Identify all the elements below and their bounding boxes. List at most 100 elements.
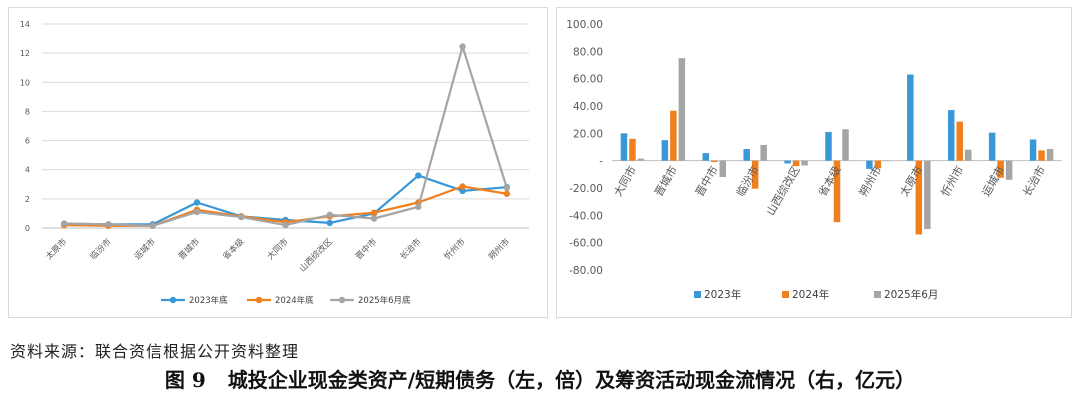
bar: [620, 133, 628, 161]
data-point: [370, 215, 378, 222]
x-tick-label: 长治市: [398, 236, 424, 262]
bar: [924, 160, 931, 229]
y-tick-label: -80.00: [569, 265, 603, 277]
x-tick-label: 太原市: [43, 236, 69, 262]
data-point: [459, 43, 466, 50]
x-tick-label: 长治市: [1020, 163, 1049, 199]
legend-label: 2023年底: [189, 295, 228, 306]
data-point: [459, 187, 466, 195]
data-point: [282, 221, 289, 229]
y-tick-label: 100.00: [566, 19, 603, 31]
x-tick-label: 运城市: [979, 163, 1008, 199]
legend-label: 2024年底: [275, 295, 314, 306]
bar: [637, 158, 645, 161]
y-tick-label: 40.00: [573, 101, 603, 113]
figure-title: 城投企业现金类资产/短期债务（左，倍）及筹资活动现金流情况（右，亿元）: [227, 368, 916, 392]
bar: [947, 110, 955, 161]
bar: [915, 160, 923, 235]
bar: [792, 160, 800, 167]
bar: [1046, 149, 1054, 161]
data-point: [60, 220, 68, 227]
left-line-chart-panel: 0 2 4 6 8 10 12 14 太原市 临汾市 运城市 晋城市 省本级 大同市 山西综改区 晋中市 长治市…: [8, 7, 548, 318]
bar: [1029, 139, 1037, 161]
x-tick-label: 运城市: [132, 236, 158, 262]
data-point: [326, 219, 333, 227]
x-tick-label: 临汾市: [88, 236, 114, 262]
legend-label: 2025年6月底: [358, 295, 411, 306]
x-tick-label: 晋中市: [692, 163, 721, 199]
right-bar-chart: -80.00-60.00-40.00-20.00-20.0040.0060.00…: [566, 19, 1062, 301]
bar: [678, 58, 686, 161]
bar: [784, 160, 791, 164]
bar: [833, 160, 841, 223]
x-tick-label: 大同市: [610, 163, 639, 199]
bar: [874, 160, 882, 169]
y-tick-label: -: [599, 156, 603, 168]
figure-caption: 图 9 城投企业现金类资产/短期债务（左，倍）及筹资活动现金流情况（右，亿元）: [0, 364, 1080, 393]
y-tick-label: 8: [25, 107, 30, 116]
bar: [1038, 150, 1045, 161]
bar: [751, 160, 759, 189]
y-tick-label: 60.00: [573, 74, 603, 86]
x-tick-label: 山西综改区: [297, 236, 335, 274]
legend-marker: [255, 296, 263, 304]
x-tick-label: 晋中市: [353, 236, 379, 262]
x-tick-label: 晋城市: [176, 236, 202, 262]
y-tick-label: 2: [25, 195, 30, 204]
y-tick-label: -20.00: [569, 183, 603, 195]
data-point: [503, 190, 511, 197]
x-tick-label: 朔州市: [856, 163, 885, 199]
x-tick-label: 山西综改区: [763, 163, 803, 218]
bar: [719, 160, 727, 178]
bar: [956, 121, 963, 161]
right-bar-chart-panel: -80.00 -60.00 -40.00 -20.00-20.00 40.00 60.00…: [556, 7, 1072, 318]
data-point: [459, 183, 466, 190]
figure-number: 图 9: [164, 368, 206, 392]
y-tick-label: -40.00: [569, 210, 603, 222]
bar: [801, 160, 808, 166]
x-tick-label: 忻州市: [442, 236, 468, 262]
y-tick-label: 4: [25, 166, 30, 175]
bar: [842, 129, 849, 161]
y-tick-label: 6: [25, 137, 30, 146]
bar: [997, 160, 1004, 178]
y-tick-label: 10: [20, 78, 30, 87]
bar: [1005, 160, 1013, 180]
data-point: [193, 199, 201, 206]
bar: [629, 138, 636, 161]
x-tick-label: 朔州市: [486, 236, 512, 262]
legend-marker: [169, 296, 177, 304]
y-tick-label: 12: [20, 49, 30, 58]
bar: [661, 140, 669, 161]
x-tick-label: 大同市: [265, 236, 291, 262]
legend-label: 2025年6月: [884, 288, 938, 301]
bar: [670, 110, 677, 161]
legend-swatch: [782, 291, 789, 298]
bar: [702, 153, 710, 161]
bar: [760, 144, 767, 161]
legend-swatch: [874, 291, 881, 298]
bar: [964, 149, 972, 161]
bar: [825, 131, 832, 161]
legend-label: 2024年: [792, 288, 829, 301]
bar: [711, 160, 718, 163]
x-tick-label: 忻州市: [938, 163, 967, 199]
data-point: [370, 209, 378, 216]
bar: [866, 160, 873, 169]
data-point: [503, 184, 511, 192]
legend-swatch: [694, 291, 701, 298]
x-tick-label: 省本级: [221, 236, 247, 262]
y-tick-label: 0: [25, 224, 30, 233]
y-tick-label: 20.00: [573, 128, 603, 140]
y-tick-label: -60.00: [569, 238, 603, 250]
legend-marker: [338, 296, 346, 304]
data-point: [238, 213, 245, 221]
data-point: [149, 222, 156, 230]
x-tick-label: 晋城市: [651, 163, 680, 199]
y-tick-label: 80.00: [573, 46, 603, 58]
bar: [743, 149, 750, 161]
legend-label: 2023年: [704, 288, 741, 301]
data-point: [193, 208, 201, 216]
data-point: [326, 211, 333, 219]
source-note: 资料来源：联合资信根据公开资料整理: [10, 342, 300, 361]
